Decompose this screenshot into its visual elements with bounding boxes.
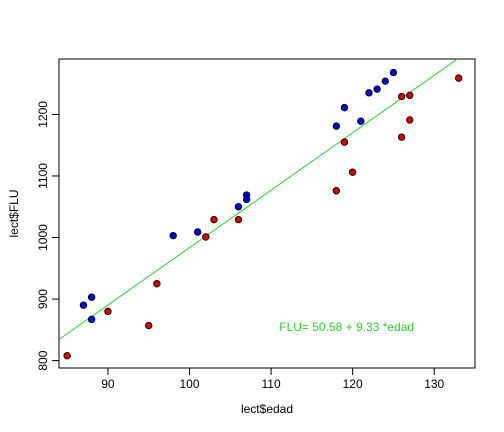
y-tick-label: 1100 [36,163,50,189]
data-point [242,195,251,204]
data-point [357,117,365,125]
regression-equation-label: FLU= 50.58 + 9.33 *edad [279,320,414,334]
data-point [153,279,161,288]
regression-line [59,59,459,340]
data-point [332,122,341,130]
points-layer [63,68,463,360]
data-point [340,103,349,112]
regression-layer [59,59,459,340]
x-axis-label: lect$edad [241,402,293,416]
plot-frame [58,58,476,369]
data-point [332,187,341,195]
y-axis: 800 900 1000 1100 1200 [36,101,59,371]
y-tick-label: 800 [36,350,50,370]
data-point [234,215,243,224]
y-tick-label: 1200 [36,101,50,128]
data-point [193,228,202,236]
data-point [389,68,398,77]
x-tick-label: 120 [343,377,363,391]
y-axis-label: lect$FLU [7,189,21,237]
data-point [145,321,153,330]
data-point [340,138,349,146]
data-point [454,74,463,82]
data-point [104,307,112,316]
data-point [63,351,71,360]
data-point [169,231,177,240]
x-tick-label: 100 [179,377,199,391]
data-point [406,91,414,100]
x-tick-label: 130 [424,377,444,391]
data-point [202,233,210,241]
data-point [348,168,357,176]
x-tick-label: 90 [101,377,115,391]
data-point [397,92,406,101]
x-tick-label: 110 [262,377,281,391]
y-tick-label: 900 [36,289,50,309]
data-point [234,203,243,211]
data-point [365,89,373,97]
data-point [397,133,406,141]
data-point [87,315,96,324]
data-point [406,116,414,124]
data-point [210,215,218,224]
y-tick-label: 1000 [36,224,50,251]
data-point [87,293,96,301]
data-point [381,77,389,85]
data-point [79,301,88,309]
x-axis: 90 100 110 120 130 [101,368,445,391]
data-point [373,85,381,93]
